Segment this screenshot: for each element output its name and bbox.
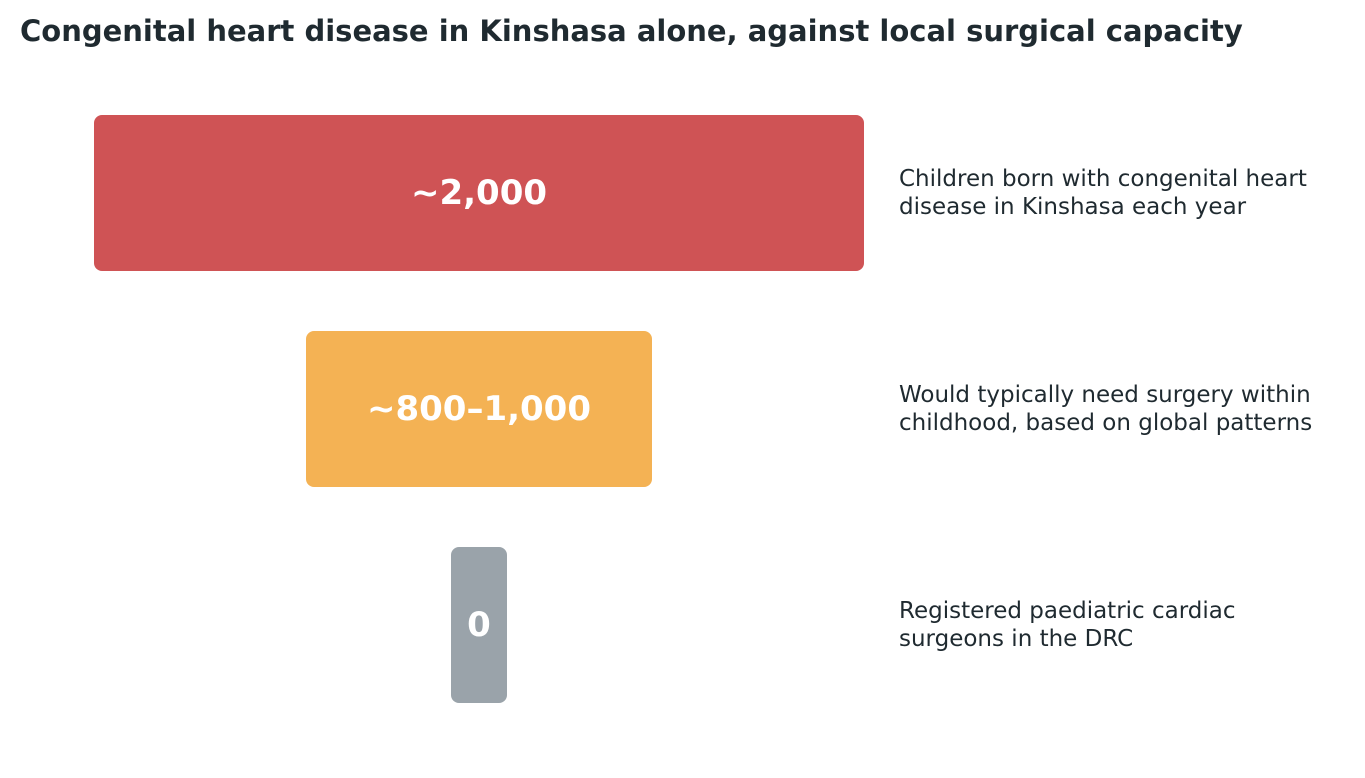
funnel-row: ~2,000 Children born with congenital hear…	[0, 115, 1365, 271]
bar-value-label: 0	[467, 605, 491, 645]
chart-title: Congenital heart disease in Kinshasa alo…	[20, 14, 1243, 48]
funnel-bar: ~800–1,000	[305, 331, 653, 487]
funnel-row: 0 Registered paediatric cardiac surgeons i…	[0, 547, 1365, 703]
bar-description-line: disease in Kinshasa each year	[899, 194, 1247, 220]
bar-description: Registered paediatric cardiac surgeons in…	[899, 597, 1236, 653]
funnel-bar: ~2,000	[94, 115, 864, 271]
bar-description-line: surgeons in the DRC	[899, 626, 1134, 652]
bar-description: Would typically need surgery within child…	[899, 381, 1312, 437]
bar-description-line: Registered paediatric cardiac	[899, 598, 1236, 624]
funnel-bar: 0	[451, 547, 507, 703]
bar-value-label: ~2,000	[410, 173, 548, 213]
bar-description: Children born with congenital heart disea…	[899, 165, 1307, 221]
bar-description-line: Children born with congenital heart	[899, 166, 1307, 192]
bar-description-line: childhood, based on global patterns	[899, 410, 1313, 436]
funnel-row: ~800–1,000 Would typically need surgery w…	[0, 331, 1365, 487]
bar-description-line: Would typically need surgery within	[899, 382, 1311, 408]
bar-value-label: ~800–1,000	[366, 389, 591, 429]
